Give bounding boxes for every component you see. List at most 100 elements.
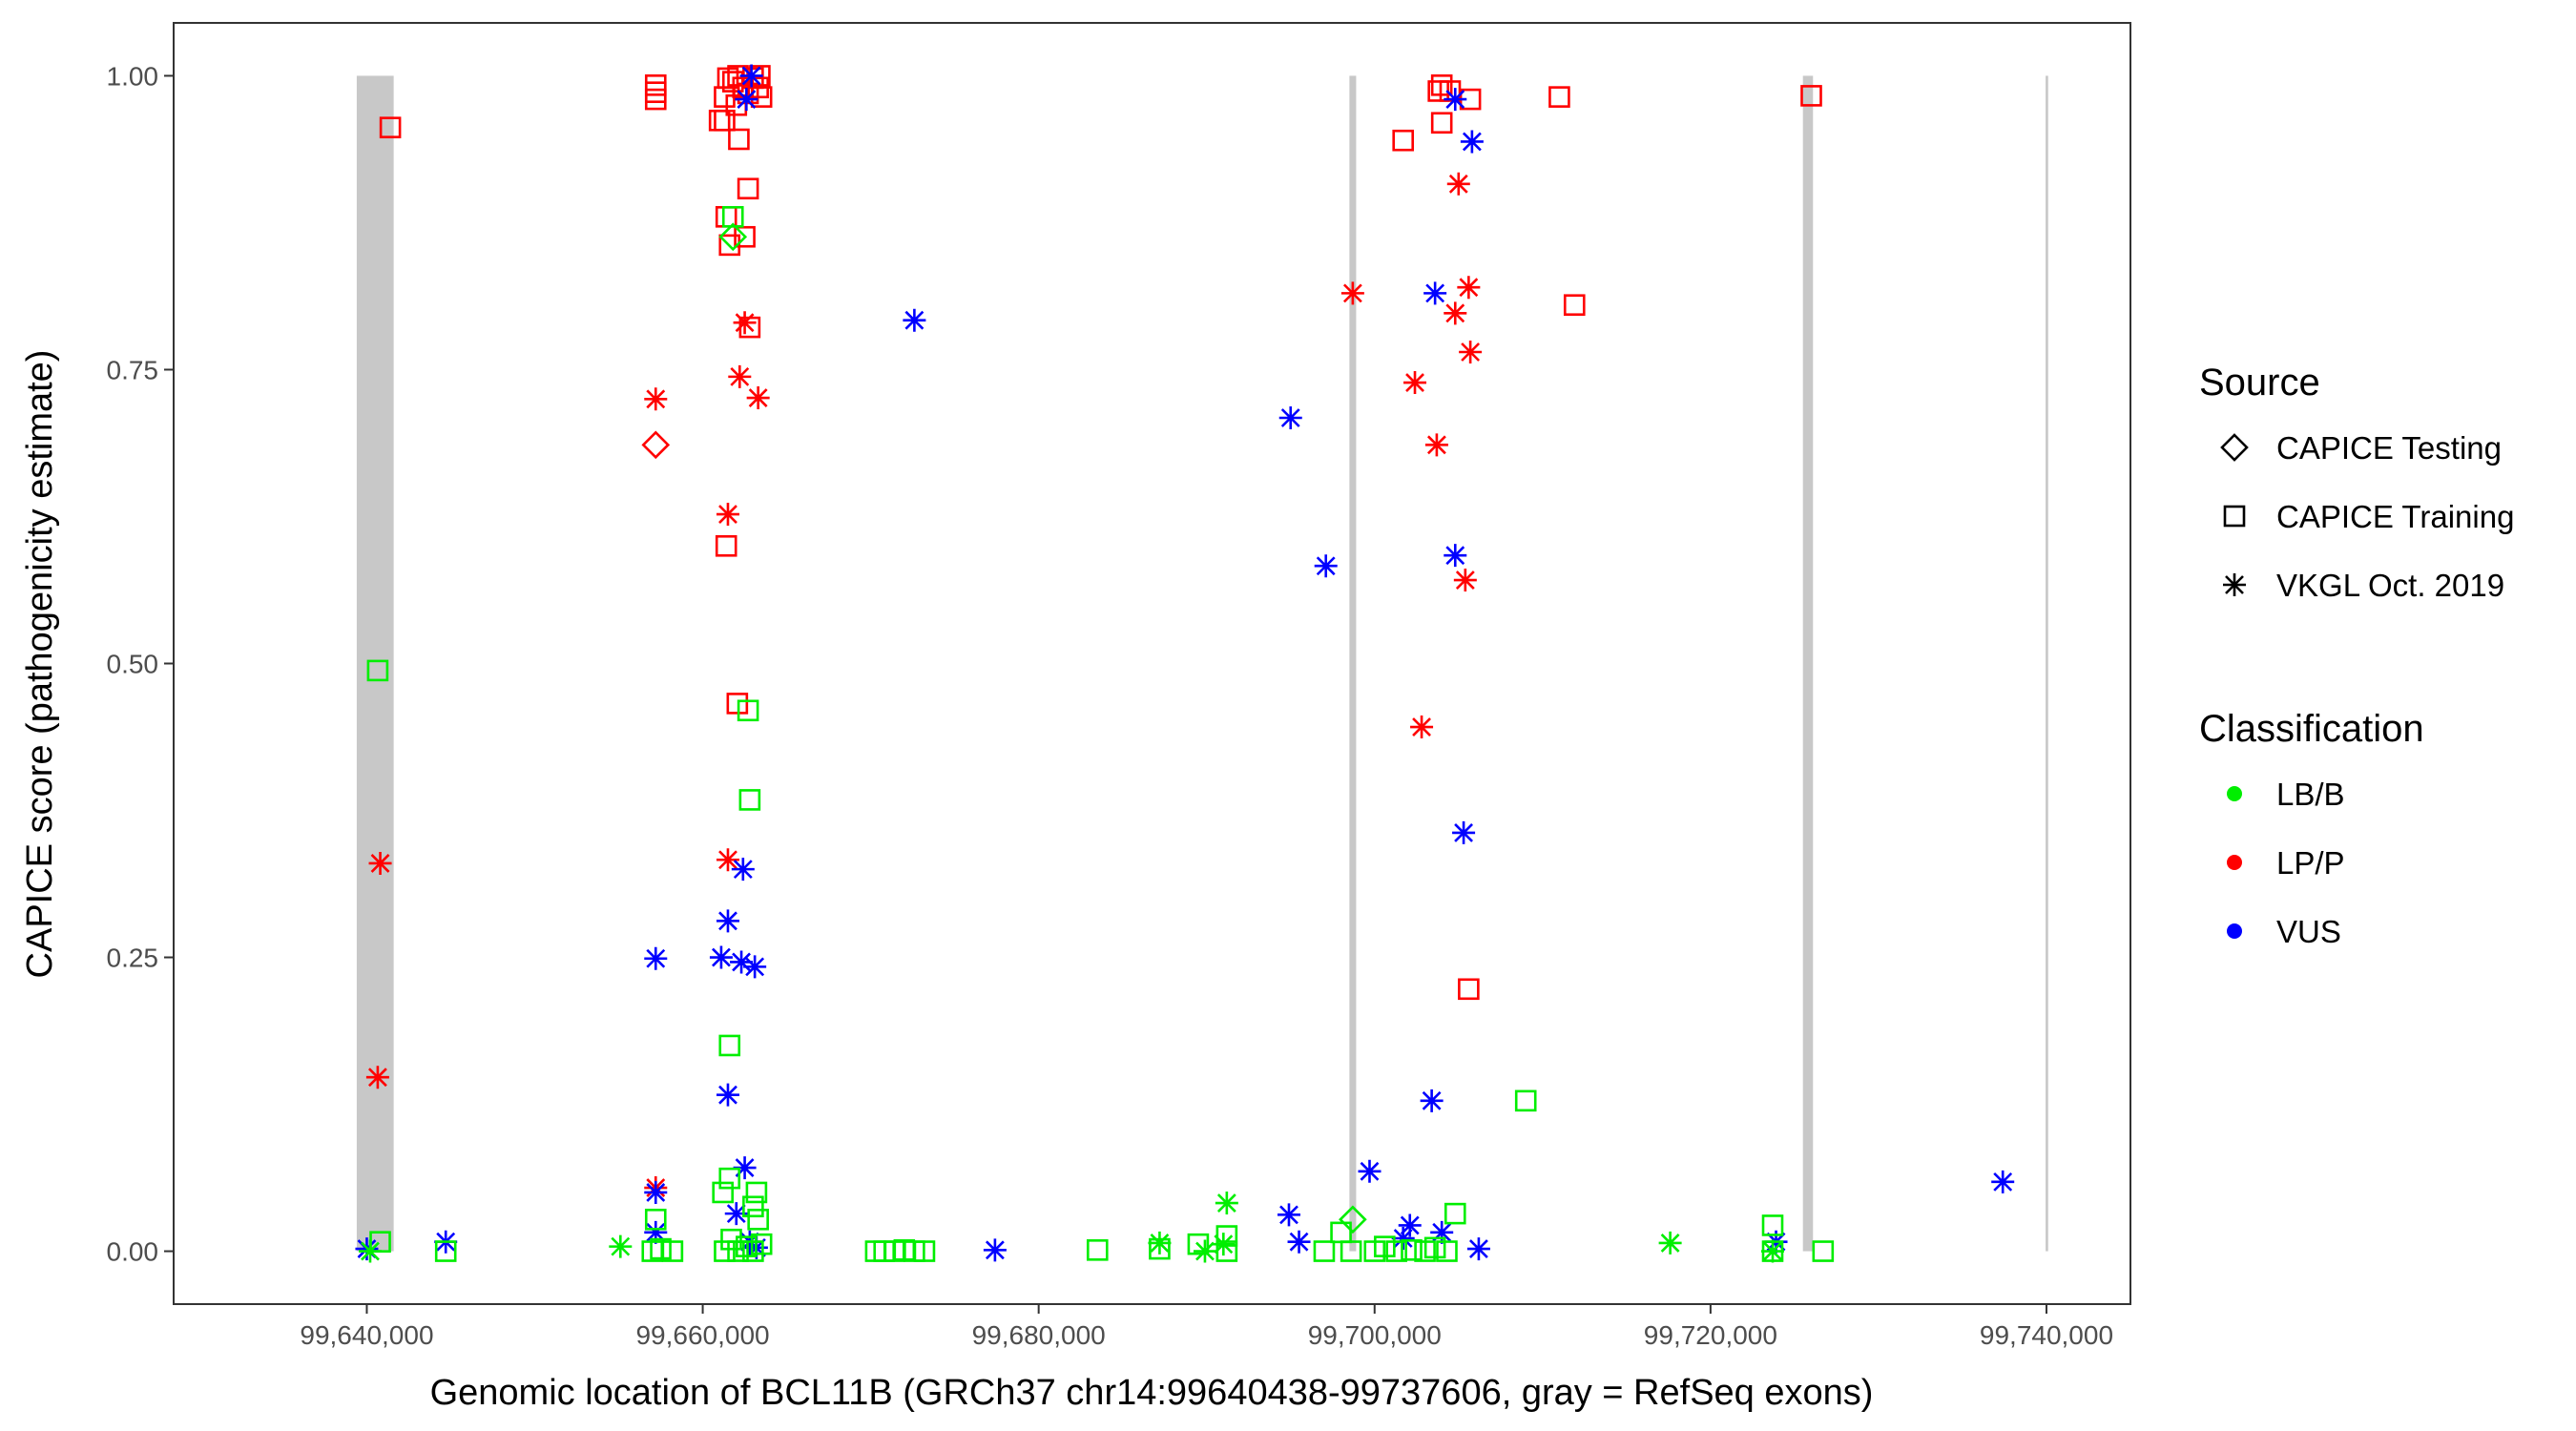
legend-label: CAPICE Testing xyxy=(2276,430,2502,466)
legend-symbol-asterisk xyxy=(2223,573,2246,596)
data-point-asterisk-vus xyxy=(724,1202,748,1226)
data-point-asterisk-vus xyxy=(644,1220,668,1244)
data-point-asterisk-lpp xyxy=(365,1066,389,1089)
data-point-square-lpp xyxy=(715,534,737,557)
data-point-asterisk-vus xyxy=(1444,544,1467,568)
x-tick-label: 99,700,000 xyxy=(1308,1320,1442,1350)
legend-label: LP/P xyxy=(2276,845,2345,881)
data-point-square-lpp xyxy=(714,109,736,132)
data-point-square-lpp xyxy=(734,225,756,248)
data-point-square-lbb xyxy=(661,1240,684,1262)
data-point-square-lbb xyxy=(742,1195,764,1218)
data-point-asterisk-lpp xyxy=(716,848,739,872)
data-point-asterisk-vus xyxy=(1423,281,1447,305)
data-point-square-lbb xyxy=(913,1240,936,1262)
data-point-square-lbb xyxy=(745,1181,768,1204)
exon-band xyxy=(2046,75,2048,1252)
data-point-square-lbb xyxy=(434,1240,457,1262)
data-point-square-lpp xyxy=(1548,86,1570,108)
data-point-asterisk-vus xyxy=(1391,1227,1415,1250)
data-point-square-lbb xyxy=(738,789,761,811)
data-point-asterisk-vus xyxy=(644,1180,668,1204)
data-point-square-lbb xyxy=(1313,1240,1336,1262)
data-point-diamond-lbb xyxy=(718,222,748,252)
data-point-asterisk-lbb xyxy=(1215,1192,1238,1215)
data-point-asterisk-lpp xyxy=(746,386,770,410)
data-point-square-lpp xyxy=(1392,129,1414,152)
data-point-asterisk-lpp xyxy=(1457,276,1481,300)
x-axis-title: Genomic location of BCL11B (GRCh37 chr14… xyxy=(430,1373,1874,1413)
data-point-asterisk-lbb xyxy=(1212,1233,1236,1256)
x-tick-label: 99,740,000 xyxy=(1980,1320,2113,1350)
data-point-square-lbb xyxy=(1444,1202,1466,1225)
data-point-asterisk-vus xyxy=(743,955,767,979)
data-point-square-lpp xyxy=(1458,978,1480,1001)
data-point-asterisk-vus xyxy=(1466,1237,1490,1261)
legend-color-dot xyxy=(2227,855,2242,870)
data-point-square-lbb xyxy=(718,1034,741,1057)
data-point-square-lbb xyxy=(1812,1240,1835,1262)
y-axis-title: CAPICE score (pathogenicity estimate) xyxy=(20,350,60,979)
data-point-square-lpp xyxy=(1800,85,1822,107)
data-point-asterisk-lpp xyxy=(1446,172,1470,196)
exon-band xyxy=(1802,75,1814,1252)
data-point-square-lpp xyxy=(737,177,759,200)
data-point-asterisk-lpp xyxy=(728,364,752,388)
data-point-asterisk-vus xyxy=(716,909,739,933)
data-point-asterisk-lbb xyxy=(1148,1231,1172,1255)
data-point-square-lbb xyxy=(1514,1089,1537,1112)
data-point-square-lbb xyxy=(750,1233,773,1255)
legend-label: CAPICE Training xyxy=(2276,499,2514,534)
data-point-square-lpp xyxy=(718,234,741,257)
legend-color-dot xyxy=(2227,786,2242,801)
y-tick-label: 1.00 xyxy=(107,61,159,91)
data-point-asterisk-vus xyxy=(1398,1213,1422,1237)
data-point-asterisk-vus xyxy=(1991,1170,2015,1193)
data-point-square-lpp xyxy=(644,88,667,111)
data-point-square-lbb xyxy=(1340,1240,1362,1262)
data-point-square-lpp xyxy=(1430,112,1453,135)
data-point-asterisk-lbb xyxy=(358,1239,382,1263)
data-point-asterisk-lpp xyxy=(1453,569,1477,592)
data-point-asterisk-vus xyxy=(730,950,754,974)
data-point-asterisk-vus xyxy=(716,1083,739,1107)
data-point-asterisk-vus xyxy=(644,946,668,970)
data-point-square-lbb xyxy=(650,1237,672,1260)
y-tick-label: 0.50 xyxy=(107,650,159,679)
data-point-square-lpp xyxy=(728,128,750,151)
data-point-asterisk-vus xyxy=(1420,1089,1444,1112)
data-point-square-lbb xyxy=(1187,1233,1210,1255)
y-tick-label: 0.25 xyxy=(107,944,159,973)
data-point-square-lbb xyxy=(714,1240,736,1262)
x-tick-label: 99,640,000 xyxy=(300,1320,433,1350)
data-point-asterisk-vus xyxy=(1278,405,1302,429)
x-tick-label: 99,720,000 xyxy=(1644,1320,1777,1350)
data-point-asterisk-lpp xyxy=(716,503,739,527)
data-point-asterisk-vus xyxy=(739,64,763,88)
data-point-asterisk-lpp xyxy=(1444,301,1467,325)
legend: Source Classification CAPICE Testing CAPI… xyxy=(2199,362,2514,949)
data-point-square-lbb xyxy=(1423,1236,1446,1259)
data-point-asterisk-vus xyxy=(1444,88,1467,112)
data-point-square-lbb xyxy=(1215,1225,1238,1247)
data-point-square-lbb xyxy=(1761,1214,1784,1236)
data-point-square-lpp xyxy=(714,86,736,108)
x-tick-label: 99,660,000 xyxy=(635,1320,769,1350)
data-point-square-lbb xyxy=(712,1181,734,1204)
data-point-asterisk-vus xyxy=(983,1238,1007,1262)
data-point-square-lbb xyxy=(720,1228,742,1251)
legend-label: VUS xyxy=(2276,914,2341,949)
data-point-square-lbb xyxy=(737,699,759,722)
data-point-square-lpp xyxy=(379,116,402,138)
data-point-square-lbb xyxy=(644,1208,667,1231)
data-point-asterisk-lpp xyxy=(1459,340,1483,363)
x-tick-label: 99,680,000 xyxy=(972,1320,1106,1350)
data-point-asterisk-vus xyxy=(1287,1230,1311,1254)
data-point-square-lbb xyxy=(1436,1240,1458,1262)
x-axis-ticks: 99,640,000 99,660,000 99,680,000 99,700,000… xyxy=(174,1303,2130,1350)
data-points xyxy=(355,64,2015,1263)
data-point-asterisk-lbb xyxy=(609,1234,633,1258)
data-point-asterisk-vus xyxy=(709,945,733,969)
data-point-asterisk-lpp xyxy=(1410,716,1434,739)
data-point-asterisk-vus xyxy=(1430,1220,1454,1244)
